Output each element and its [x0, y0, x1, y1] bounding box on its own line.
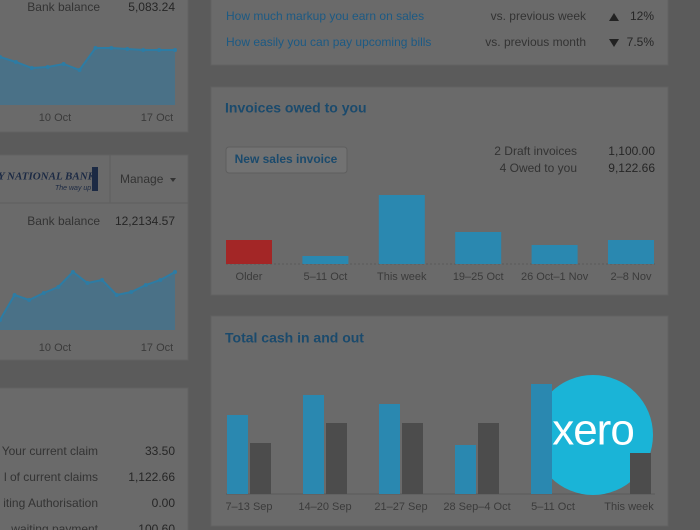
point [56, 285, 61, 289]
point [143, 283, 148, 287]
bank-emblem [92, 167, 98, 191]
claim-amount: 100.60 [138, 522, 175, 530]
balance-amount: 5,083.24 [128, 0, 175, 14]
bar [226, 240, 272, 264]
area [0, 272, 175, 330]
insight-link[interactable]: How much markup you earn on sales [226, 9, 424, 23]
new-invoice-button[interactable] [225, 146, 348, 174]
point [109, 46, 114, 50]
point [85, 281, 90, 285]
x-label: 28 Sep–4 Oct [443, 501, 510, 513]
claim-label: waiting payment [10, 522, 98, 530]
bank-tagline: The way up [55, 185, 91, 192]
insight-link[interactable]: How easily you can pay upcoming bills [226, 35, 431, 49]
bar [303, 395, 324, 494]
summary-amount: 1,100.00 [608, 144, 655, 158]
bank-logo: Y NATIONAL BANK [0, 171, 96, 183]
x-label: 26 Oct–1 Nov [521, 271, 589, 283]
balance-label: Bank balance [27, 0, 100, 14]
logo-badge [533, 375, 653, 495]
claim-label: l of current claims [4, 470, 98, 484]
x-label: This week [604, 501, 654, 513]
bar [378, 195, 425, 264]
x-label: 19–25 Oct [453, 271, 504, 283]
point [125, 47, 130, 51]
bar [227, 415, 248, 494]
panel-title: Invoices owed to you [225, 100, 367, 116]
balance-amount: 12,2134.57 [115, 214, 175, 228]
point [0, 55, 2, 59]
panel-title: Total cash in and out [225, 330, 364, 346]
x-label: Older [236, 271, 263, 283]
point [45, 65, 50, 69]
bar [455, 445, 476, 494]
point [141, 48, 146, 52]
expense-panel [0, 387, 189, 530]
bar [478, 423, 499, 494]
point [13, 60, 18, 64]
balance-label: Bank balance [27, 214, 100, 228]
point [70, 270, 75, 274]
x-label: 2–8 Nov [611, 271, 652, 283]
invoices-panel [210, 86, 669, 296]
bar [455, 232, 502, 264]
bar [608, 240, 654, 264]
point [0, 318, 2, 322]
line [0, 47, 175, 72]
x-label: 21–27 Sep [374, 501, 427, 513]
point [173, 270, 177, 274]
claim-amount: 0.00 [152, 496, 176, 510]
point [77, 68, 82, 72]
bar [630, 453, 651, 494]
summary-label: 4 Owed to you [500, 161, 577, 175]
logo-text: xero [552, 406, 634, 455]
button-label[interactable]: New sales invoice [235, 152, 338, 166]
change: 12% [630, 9, 654, 23]
claim-label: Your current claim [2, 444, 98, 458]
x-label: 5–11 Oct [303, 271, 347, 283]
bar [250, 443, 271, 494]
claim-label: iting Authorisation [3, 496, 98, 510]
bar [531, 245, 578, 264]
claim-amount: 33.50 [145, 444, 175, 458]
x-label: This week [377, 271, 427, 283]
area [0, 48, 175, 105]
point [93, 46, 98, 50]
bar [379, 404, 400, 494]
x-label: 14–20 Sep [298, 501, 351, 513]
point [12, 293, 17, 297]
change: 7.5% [627, 35, 655, 49]
point [158, 278, 163, 282]
point [157, 48, 162, 52]
point [114, 293, 119, 297]
bar [302, 256, 349, 264]
comparison: vs. previous week [491, 9, 587, 23]
up-arrow [609, 13, 619, 21]
point [29, 66, 34, 70]
x-label: 7–13 Sep [225, 501, 272, 513]
down-arrow [609, 39, 619, 47]
x-label: 10 Oct [39, 112, 71, 124]
point [173, 48, 177, 52]
bar [402, 423, 423, 494]
point [41, 291, 46, 295]
point [129, 290, 134, 294]
x-label: 17 Oct [141, 112, 173, 124]
x-label: 10 Oct [39, 342, 71, 354]
bar [326, 423, 347, 494]
point [100, 278, 105, 282]
comparison: vs. previous month [485, 35, 586, 49]
summary-label: 2 Draft invoices [494, 144, 577, 158]
bar [531, 384, 552, 494]
x-label: 17 Oct [141, 342, 173, 354]
dropdown-arrow [170, 178, 176, 182]
insights-panel [210, 0, 669, 66]
point [27, 298, 32, 302]
x-label: 5–11 Oct [531, 501, 575, 513]
manage-button[interactable]: Manage [120, 172, 164, 186]
point [61, 62, 66, 66]
claim-amount: 1,122.66 [128, 470, 175, 484]
summary-amount: 9,122.66 [608, 161, 655, 175]
